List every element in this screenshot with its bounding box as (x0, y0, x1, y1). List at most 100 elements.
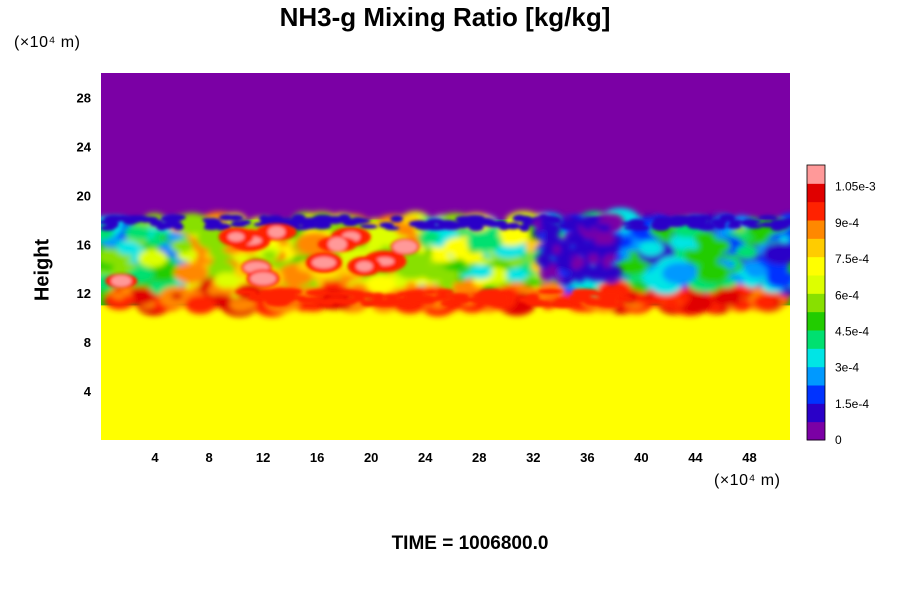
edge-cell (619, 221, 641, 226)
colorbar-swatch (807, 385, 825, 404)
turbulence-cell (642, 291, 654, 299)
turbulence-cell (365, 274, 396, 295)
band-cell (447, 293, 469, 299)
x-tick-label: 16 (310, 450, 324, 465)
edge-cell (772, 222, 790, 230)
band-cell (265, 299, 291, 305)
y-axis-unit: (×10⁴ m) (14, 34, 81, 51)
turbulence-cell (638, 240, 664, 256)
band-cell (598, 298, 616, 303)
turbulence-cell (661, 297, 681, 310)
turbulence-cell (116, 240, 140, 256)
chart-title: NH3-g Mixing Ratio [kg/kg] (279, 2, 611, 32)
plume-cell (569, 271, 580, 281)
x-axis-unit: (×10⁴ m) (714, 472, 781, 489)
turbulence-cell (461, 271, 474, 279)
x-tick-label: 4 (151, 450, 159, 465)
colorbar-tick-label: 0 (835, 433, 842, 447)
band-cell (320, 299, 335, 307)
band-cell (440, 300, 461, 307)
band-cell (297, 297, 323, 304)
hot-core (268, 226, 286, 238)
band-cell (549, 301, 577, 308)
plume-cell (571, 245, 584, 256)
colorbar-tick-label: 1.05e-3 (835, 180, 876, 194)
edge-cell (253, 222, 267, 227)
edge-cell (726, 223, 742, 229)
edge-cell (390, 215, 403, 223)
band-cell (371, 292, 385, 300)
band-cell (235, 288, 258, 295)
turbulence-cell (721, 278, 738, 289)
x-tick-label: 24 (418, 450, 433, 465)
edge-cell (123, 218, 137, 225)
y-tick-label: 16 (77, 237, 91, 252)
edge-cell (519, 223, 530, 232)
band-cell (470, 296, 498, 303)
plume-cell (543, 231, 559, 244)
band-cell (360, 299, 376, 307)
y-tick-label: 24 (77, 139, 92, 154)
band-cell (572, 290, 595, 296)
plume-cell (580, 215, 594, 231)
turbulence-cell (170, 239, 193, 253)
band-cell (568, 297, 597, 303)
turbulence-cell (124, 224, 151, 241)
edge-cell (230, 221, 247, 228)
edge-cell (455, 215, 475, 223)
turbulence-cell (213, 272, 240, 289)
colorbar-tick-label: 3e-4 (835, 361, 859, 375)
plume-cell (561, 274, 572, 287)
edge-cell (101, 225, 116, 231)
turbulence-cell (370, 232, 391, 246)
turbulence-cell (262, 250, 277, 260)
x-tick-label: 20 (364, 450, 378, 465)
colorbar-tick-label: 7.5e-4 (835, 252, 869, 266)
turbulence-cell (173, 262, 208, 284)
edge-cell (758, 214, 778, 221)
x-tick-label: 48 (742, 450, 756, 465)
x-tick-label: 40 (634, 450, 648, 465)
turbulence-cell (687, 242, 699, 250)
plume-cell (583, 266, 604, 280)
band-cell (537, 288, 564, 295)
x-tick-label: 44 (688, 450, 703, 465)
edge-cell (285, 218, 302, 226)
x-tick-label: 28 (472, 450, 486, 465)
edge-cell (204, 217, 221, 226)
plume-cell (571, 258, 581, 270)
edge-cell (666, 221, 686, 228)
edge-cell (312, 223, 332, 230)
band-cell (435, 293, 449, 301)
turbulence-cell (712, 288, 742, 307)
band-cell (436, 288, 454, 295)
turbulence-cell (469, 264, 493, 280)
turbulence-cell (138, 249, 168, 268)
turbulence-cell (395, 223, 417, 237)
band-cell (381, 293, 403, 299)
edge-cell (342, 219, 358, 227)
low-value-plume (532, 214, 624, 287)
colorbar-swatch (807, 311, 825, 331)
edge-cell (421, 221, 436, 226)
turbulence-cell (454, 259, 466, 267)
plume-cell (584, 240, 597, 255)
colorbar-swatch (807, 201, 825, 221)
edge-cell (714, 222, 726, 229)
band-cell (613, 296, 634, 301)
edge-cell (379, 222, 394, 229)
band-cell (602, 290, 622, 298)
edge-cell (479, 221, 493, 226)
high-value-patches (105, 223, 420, 289)
colorbar-swatch (807, 293, 825, 313)
plume-cell (596, 223, 611, 231)
edge-cell (506, 222, 521, 230)
orange-band (235, 288, 634, 308)
edge-cell (263, 218, 276, 223)
x-tick-label: 32 (526, 450, 540, 465)
edge-cell (219, 214, 235, 221)
band-cell (268, 288, 293, 295)
turbulence-cell (419, 230, 441, 244)
turbulence-cell (416, 246, 427, 253)
